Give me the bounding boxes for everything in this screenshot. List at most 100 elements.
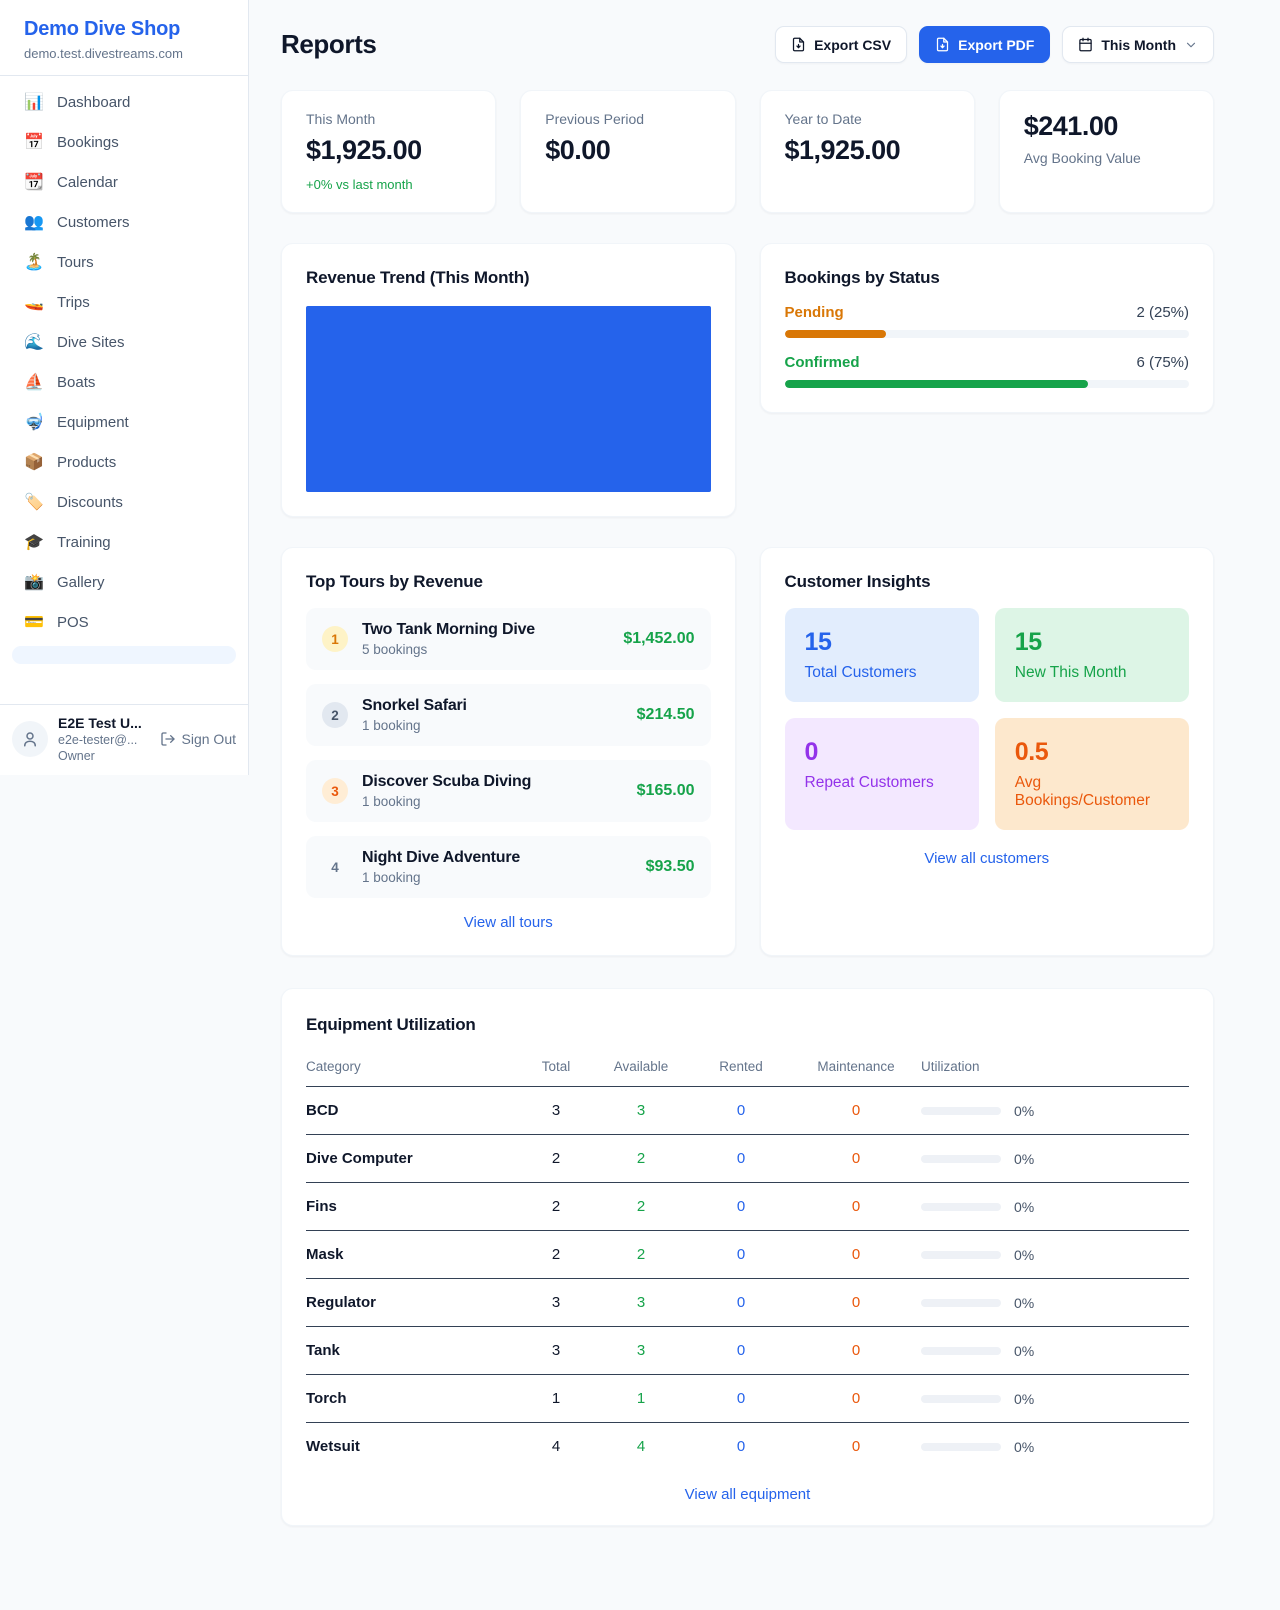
equipment-total: 1	[551, 1390, 561, 1407]
insight-value: 15	[1014, 628, 1042, 656]
tour-rank-badge: 3	[322, 778, 348, 804]
status-label: Pending	[784, 304, 844, 321]
status-progress-fill	[784, 330, 886, 338]
sidebar-item-discounts[interactable]: 🏷️ Discounts	[12, 486, 236, 519]
utilization-wrap: 0%	[921, 1295, 1189, 1311]
table-row: Mask 2 2 0 0 0%	[306, 1231, 1189, 1279]
equipment-maintenance: 0	[851, 1198, 861, 1215]
wave-icon: 🌊	[24, 333, 44, 351]
equipment-available: 3	[636, 1294, 646, 1311]
sidebar-item-dive-sites[interactable]: 🌊 Dive Sites	[12, 326, 236, 359]
utilization-percent: 0%	[1014, 1390, 1035, 1407]
equipment-utilization-cell: 0%	[921, 1135, 1189, 1183]
period-dropdown[interactable]: This Month	[1062, 26, 1214, 63]
utilization-bar	[921, 1442, 1001, 1451]
equipment-col-total: Total	[541, 1059, 571, 1074]
status-line: Confirmed 6 (75%)	[785, 354, 1190, 371]
sidebar-item-trips[interactable]: 🚤 Trips	[12, 286, 236, 319]
user-info: E2E Test U... e2e-tester@... Owner	[58, 715, 150, 763]
equipment-rented: 0	[736, 1438, 746, 1455]
utilization-bar	[921, 1202, 1001, 1211]
sign-out-button[interactable]: Sign Out	[160, 731, 236, 747]
view-all-equipment-link[interactable]: View all equipment	[684, 1486, 811, 1503]
utilization-bar	[921, 1394, 1001, 1403]
equipment-total: 3	[551, 1102, 561, 1119]
sidebar-nav: 📊 Dashboard 📅 Bookings 📆 Calendar 👥 Customers 🏝️…	[0, 76, 248, 704]
lists-row: Top Tours by Revenue 1 Two Tank Morning D…	[281, 547, 1214, 956]
insight-value: 0	[804, 738, 819, 766]
sidebar-item-tours[interactable]: 🏝️ Tours	[12, 246, 236, 279]
tour-info: Discover Scuba Diving 1 booking	[362, 773, 623, 809]
charts-row: Revenue Trend (This Month) Bookings by S…	[281, 243, 1214, 517]
camera-icon: 📸	[24, 573, 44, 591]
equipment-utilization-cell: 0%	[921, 1279, 1189, 1327]
sidebar-item-calendar[interactable]: 📆 Calendar	[12, 166, 236, 199]
island-icon: 🏝️	[24, 253, 44, 271]
sign-out-icon	[160, 732, 175, 746]
sidebar-item-bookings[interactable]: 📅 Bookings	[12, 126, 236, 159]
table-row: Dive Computer 2 2 0 0 0%	[306, 1135, 1189, 1183]
stat-card: Year to Date $1,925.00	[759, 90, 975, 213]
brand-block: Demo Dive Shop demo.test.divestreams.com	[0, 0, 248, 76]
sidebar-item-active-partial[interactable]	[12, 646, 236, 664]
export-csv-button[interactable]: Export CSV	[775, 26, 908, 63]
sidebar-item-equipment[interactable]: 🤿 Equipment	[12, 406, 236, 439]
tour-list-item: 3 Discover Scuba Diving 1 booking $165.00	[306, 760, 711, 822]
sidebar-item-dashboard[interactable]: 📊 Dashboard	[12, 86, 236, 119]
sidebar: Demo Dive Shop demo.test.divestreams.com…	[0, 0, 249, 775]
equipment-category: Fins	[306, 1198, 337, 1215]
sidebar-item-gallery[interactable]: 📸 Gallery	[12, 566, 236, 599]
equipment-category: Dive Computer	[306, 1150, 413, 1167]
utilization-percent: 0%	[1014, 1150, 1035, 1167]
sidebar-item-label: Tours	[57, 254, 94, 271]
stat-value: $241.00	[1023, 111, 1119, 141]
insight-label: Repeat Customers	[804, 774, 934, 791]
view-all-tours-link[interactable]: View all tours	[463, 914, 553, 931]
tour-bookings-count: 5 bookings	[362, 642, 428, 657]
stat-value: $1,925.00	[306, 135, 422, 165]
utilization-bar	[921, 1346, 1001, 1355]
equipment-maintenance: 0	[851, 1438, 861, 1455]
sidebar-item-customers[interactable]: 👥 Customers	[12, 206, 236, 239]
sidebar-item-label: Dashboard	[57, 94, 131, 111]
tour-revenue: $214.50	[636, 706, 695, 723]
calendar-icon	[1079, 37, 1093, 52]
utilization-percent: 0%	[1014, 1102, 1035, 1119]
sailboat-icon: ⛵	[24, 373, 44, 391]
stat-card: This Month $1,925.00 +0% vs last month	[281, 90, 497, 213]
speedboat-icon: 🚤	[24, 293, 44, 311]
tour-name: Night Dive Adventure	[362, 849, 521, 866]
export-pdf-button[interactable]: Export PDF	[919, 26, 1051, 63]
view-all-customers-link[interactable]: View all customers	[924, 850, 1050, 867]
status-progress-track	[784, 330, 1189, 338]
label-tag-icon: 🏷️	[24, 493, 44, 511]
sidebar-item-label: Equipment	[57, 414, 129, 431]
table-row: Regulator 3 3 0 0 0%	[306, 1279, 1189, 1327]
sidebar-item-products[interactable]: 📦 Products	[12, 446, 236, 479]
sidebar-item-boats[interactable]: ⛵ Boats	[12, 366, 236, 399]
insight-tile-total-customers: 15 Total Customers	[784, 608, 979, 702]
insight-tile-avg-bookings-customer: 0.5 Avg Bookings/Customer	[994, 718, 1189, 830]
stat-label: Avg Booking Value	[1023, 150, 1141, 166]
insight-value: 0.5	[1014, 738, 1049, 766]
equipment-rented: 0	[736, 1150, 746, 1167]
equipment-utilization-cell: 0%	[921, 1087, 1189, 1135]
equipment-total: 2	[551, 1246, 561, 1263]
top-tours-card: Top Tours by Revenue 1 Two Tank Morning D…	[281, 547, 736, 956]
export-pdf-label: Export PDF	[958, 36, 1035, 53]
equipment-total: 2	[551, 1198, 561, 1215]
tour-info: Snorkel Safari 1 booking	[362, 697, 623, 733]
sidebar-item-pos[interactable]: 💳 POS	[12, 606, 236, 639]
brand-domain: demo.test.divestreams.com	[24, 46, 183, 61]
utilization-wrap: 0%	[921, 1439, 1189, 1455]
insight-tile-new-this-month: 15 New This Month	[994, 608, 1189, 702]
equipment-total: 3	[551, 1294, 561, 1311]
sidebar-item-training[interactable]: 🎓 Training	[12, 526, 236, 559]
sign-out-label: Sign Out	[181, 731, 236, 747]
credit-card-icon: 💳	[24, 613, 44, 631]
sidebar-item-label: Discounts	[57, 494, 123, 511]
tour-bookings-count: 1 booking	[362, 870, 421, 885]
equipment-col-maintenance: Maintenance	[817, 1059, 895, 1074]
file-download-icon	[792, 37, 805, 52]
sidebar-item-label: Dive Sites	[57, 334, 125, 351]
